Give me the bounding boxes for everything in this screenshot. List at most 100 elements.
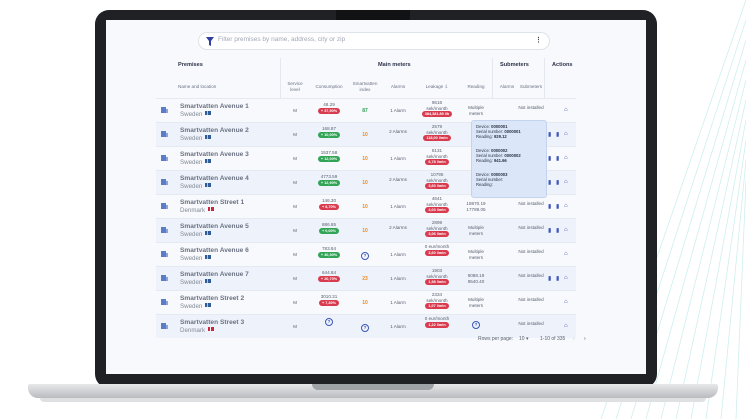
question-icon[interactable]: ? — [472, 321, 480, 329]
reading-cell[interactable]: 18870.19 17789.05 — [462, 201, 490, 212]
chart-icon[interactable]: ▮ — [548, 276, 552, 282]
prev-page-icon[interactable]: ‹ — [573, 336, 575, 342]
chart-icon[interactable]: ▮ — [548, 132, 552, 138]
flag-icon — [205, 111, 212, 115]
premise-icon[interactable]: ⌂ — [564, 323, 568, 329]
filter-icon[interactable] — [206, 37, 214, 46]
chart-icon[interactable]: ▮ — [556, 180, 560, 186]
more-options-icon[interactable]: ⋮ — [535, 37, 542, 44]
reading-cell[interactable]: Multiple meters — [462, 105, 490, 116]
premise-name[interactable]: Smartvatten Avenue 3 — [180, 151, 249, 158]
table-row[interactable]: Smartvatten Street 2 Sweden M 3010.31 + 7… — [156, 290, 576, 314]
consumption-value: 886.85 — [321, 222, 337, 227]
consumption-change-badge: + 12,00% — [317, 155, 341, 162]
premise-name[interactable]: Smartvatten Street 3 — [180, 319, 245, 326]
col-leakage[interactable]: Leakage ⇩ — [425, 84, 449, 89]
col-reading[interactable]: Reading — [467, 84, 485, 89]
premise-name[interactable]: Smartvatten Avenue 6 — [180, 247, 249, 254]
table-row[interactable]: Smartvatten Street 1 Denmark M 146.30 + 8… — [156, 194, 576, 218]
premise-icon[interactable]: ⌂ — [564, 131, 568, 137]
search-bar[interactable]: Filter premises by name, address, city o… — [198, 32, 550, 50]
premise-name[interactable]: Smartvatten Avenue 7 — [180, 271, 249, 278]
alarms-cell[interactable]: 1 Alarm — [390, 252, 406, 257]
premise-icon[interactable]: ⌂ — [564, 299, 568, 305]
alarms-cell[interactable]: 1 Alarm — [390, 324, 406, 329]
chart-icon[interactable]: ▮ — [548, 156, 552, 162]
premise-icon[interactable]: ⌂ — [564, 275, 568, 281]
chart-icon[interactable]: ▮ — [556, 228, 560, 234]
premise-icon[interactable]: ⌂ — [564, 227, 568, 233]
premise-name[interactable]: Smartvatten Street 1 — [180, 199, 245, 206]
table-row[interactable]: Smartvatten Avenue 5 Sweden M 886.85 + 0,… — [156, 218, 576, 242]
premise-icon[interactable]: ⌂ — [564, 179, 568, 185]
premise-name[interactable]: Smartvatten Avenue 4 — [180, 175, 249, 182]
alarms-cell[interactable]: 1 Alarm — [390, 156, 406, 161]
premise-name[interactable]: Smartvatten Avenue 2 — [180, 127, 249, 134]
premise-icon[interactable]: ⌂ — [564, 155, 568, 161]
table-row[interactable]: Smartvatten Avenue 6 Sweden M 783.84 + 40… — [156, 242, 576, 266]
leak-rate-badge: 3,60 l/min — [425, 183, 449, 190]
table-row[interactable]: Smartvatten Avenue 1 Sweden M 48.29 + 37,… — [156, 98, 576, 122]
leakage-cell: 0 eur/month 1,22 l/min — [418, 316, 456, 328]
service-level: M — [293, 132, 297, 137]
col-smartvatten-index[interactable]: Smartvatten index — [352, 81, 378, 92]
col-sub-alarms[interactable]: Alarms — [499, 84, 515, 89]
alarms-cell[interactable]: 2 Alarms — [389, 129, 407, 134]
chart-icon[interactable]: ▮ — [548, 180, 552, 186]
index-cell: 10 — [352, 228, 378, 235]
chart-icon[interactable]: ▮ — [548, 204, 552, 210]
index-cell: 10 — [352, 180, 378, 187]
premise-name[interactable]: Smartvatten Street 2 — [180, 295, 245, 302]
flag-icon — [205, 279, 212, 283]
leak-rate-badge: 118,00 l/min — [423, 135, 451, 142]
leakage-cell: 8131 sek/month 6,78 l/min — [418, 148, 456, 166]
laptop-shadow — [40, 398, 706, 402]
alarms-cell[interactable]: 1 Alarm — [390, 108, 406, 113]
leakage-cell: 1903 sek/month 1,98 l/min — [418, 268, 456, 286]
reading-cell[interactable]: Multiple meters — [462, 249, 490, 260]
flag-icon — [205, 135, 212, 139]
alarms-cell[interactable]: 2 Alarms — [389, 177, 407, 182]
alarms-cell[interactable]: 1 Alarm — [390, 300, 406, 305]
premise-name[interactable]: Smartvatten Avenue 1 — [180, 103, 249, 110]
alarms-cell[interactable]: 2 Alarms — [389, 225, 407, 230]
flag-icon — [205, 183, 212, 187]
col-submeters[interactable]: Submeters — [519, 84, 543, 89]
col-name[interactable]: Name and location — [178, 84, 217, 89]
question-icon[interactable]: ? — [361, 324, 369, 332]
question-icon[interactable]: ? — [325, 318, 333, 326]
chart-icon[interactable]: ▮ — [548, 228, 552, 234]
index-cell: 10 — [352, 132, 378, 139]
col-consumption[interactable]: Consumption — [315, 84, 343, 89]
chart-icon[interactable]: ▮ — [556, 156, 560, 162]
chart-icon[interactable]: ▮ — [556, 204, 560, 210]
flag-icon — [205, 255, 212, 259]
col-alarms[interactable]: Alarms — [390, 84, 406, 89]
reading-cell[interactable]: 6088.19 9540.40 — [462, 273, 490, 284]
group-submeters: Submeters — [500, 62, 529, 68]
reading-cell[interactable]: Multiple meters — [462, 225, 490, 236]
consumption-change-badge: + 0,00% — [318, 227, 340, 234]
premise-name[interactable]: Smartvatten Avenue 5 — [180, 223, 249, 230]
search-input[interactable]: Filter premises by name, address, city o… — [218, 36, 346, 43]
table-row[interactable]: Smartvatten Avenue 7 Sweden M 644.84 + 20… — [156, 266, 576, 290]
service-level: M — [293, 300, 297, 305]
rows-per-page-select[interactable]: 10 ▾ — [519, 336, 529, 342]
submeters-cell: Not installed — [518, 249, 544, 254]
premise-icon[interactable]: ⌂ — [564, 203, 568, 209]
alarms-cell[interactable]: 1 Alarm — [390, 276, 406, 281]
question-icon[interactable]: ? — [361, 252, 369, 260]
premise-icon[interactable]: ⌂ — [564, 251, 568, 257]
reading-cell[interactable]: ? — [462, 321, 490, 329]
table-row[interactable]: Smartvatten Avenue 3 Sweden M 1537.58 + 1… — [156, 146, 576, 170]
alarms-cell[interactable]: 1 Alarm — [390, 204, 406, 209]
chart-icon[interactable]: ▮ — [556, 132, 560, 138]
premise-country: Sweden — [180, 159, 212, 166]
col-service-level[interactable]: Service level — [287, 81, 303, 92]
chart-icon[interactable]: ▮ — [556, 276, 560, 282]
next-page-icon[interactable]: › — [584, 336, 586, 342]
reading-cell[interactable]: Multiple meters — [462, 297, 490, 308]
table-row[interactable]: Smartvatten Street 3 Denmark M ? ? 1 Ala… — [156, 314, 576, 338]
premise-icon[interactable]: ⌂ — [564, 107, 568, 113]
index-cell: 87 — [352, 108, 378, 115]
